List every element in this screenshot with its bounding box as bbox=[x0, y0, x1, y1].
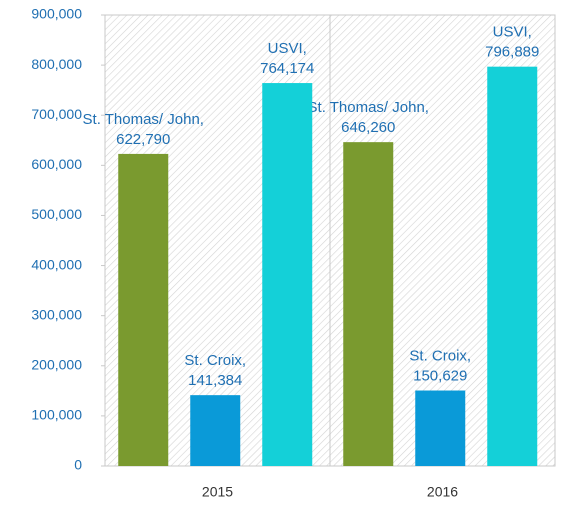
data-label: St. Croix, bbox=[184, 352, 246, 369]
bar bbox=[343, 142, 394, 467]
y-tick-label: 700,000 bbox=[31, 106, 82, 122]
data-label: 764,174 bbox=[260, 60, 314, 77]
data-label: USVI, bbox=[268, 40, 307, 57]
y-tick-label: 300,000 bbox=[31, 306, 82, 322]
data-label: St. Thomas/ John, bbox=[83, 111, 204, 128]
x-tick-label: 2016 bbox=[427, 484, 458, 500]
bar bbox=[415, 390, 466, 466]
data-label: St. Croix, bbox=[409, 347, 471, 364]
bar bbox=[487, 66, 538, 466]
x-tick-label: 2015 bbox=[202, 484, 233, 500]
y-tick-label: 800,000 bbox=[31, 56, 82, 72]
bar bbox=[118, 153, 169, 466]
y-tick-label: 200,000 bbox=[31, 356, 82, 372]
y-tick-label: 900,000 bbox=[31, 6, 82, 22]
y-tick-label: 100,000 bbox=[31, 407, 82, 423]
bar bbox=[190, 395, 241, 466]
data-label: 622,790 bbox=[116, 131, 170, 148]
y-tick-label: 0 bbox=[74, 457, 82, 473]
data-label: 141,384 bbox=[188, 372, 242, 389]
data-label: St. Thomas/ John, bbox=[308, 99, 429, 116]
bar bbox=[262, 83, 313, 467]
data-label: USVI, bbox=[493, 24, 532, 41]
y-tick-label: 500,000 bbox=[31, 206, 82, 222]
data-label: 150,629 bbox=[413, 367, 467, 384]
y-tick-label: 600,000 bbox=[31, 156, 82, 172]
data-label: 646,260 bbox=[341, 119, 395, 136]
data-label: 796,889 bbox=[485, 44, 539, 61]
y-tick-label: 400,000 bbox=[31, 256, 82, 272]
